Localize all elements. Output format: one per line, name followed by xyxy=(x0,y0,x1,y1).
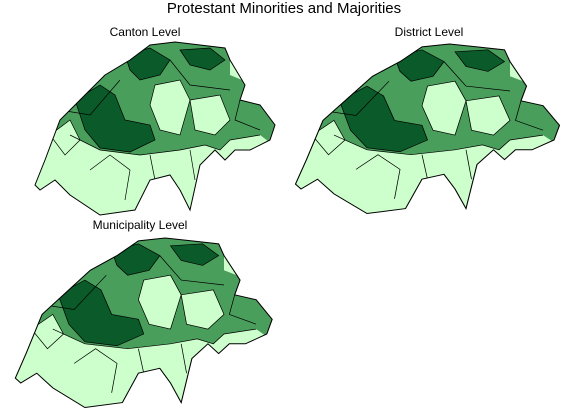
map-canton xyxy=(30,40,280,220)
figure-title: Protestant Minorities and Majorities xyxy=(167,0,401,17)
panel-label: Municipality Level xyxy=(93,218,188,232)
map-district xyxy=(290,42,565,218)
panel-label: Canton Level xyxy=(110,25,181,39)
panel-label: District Level xyxy=(395,25,464,39)
map-municipality xyxy=(10,236,278,412)
